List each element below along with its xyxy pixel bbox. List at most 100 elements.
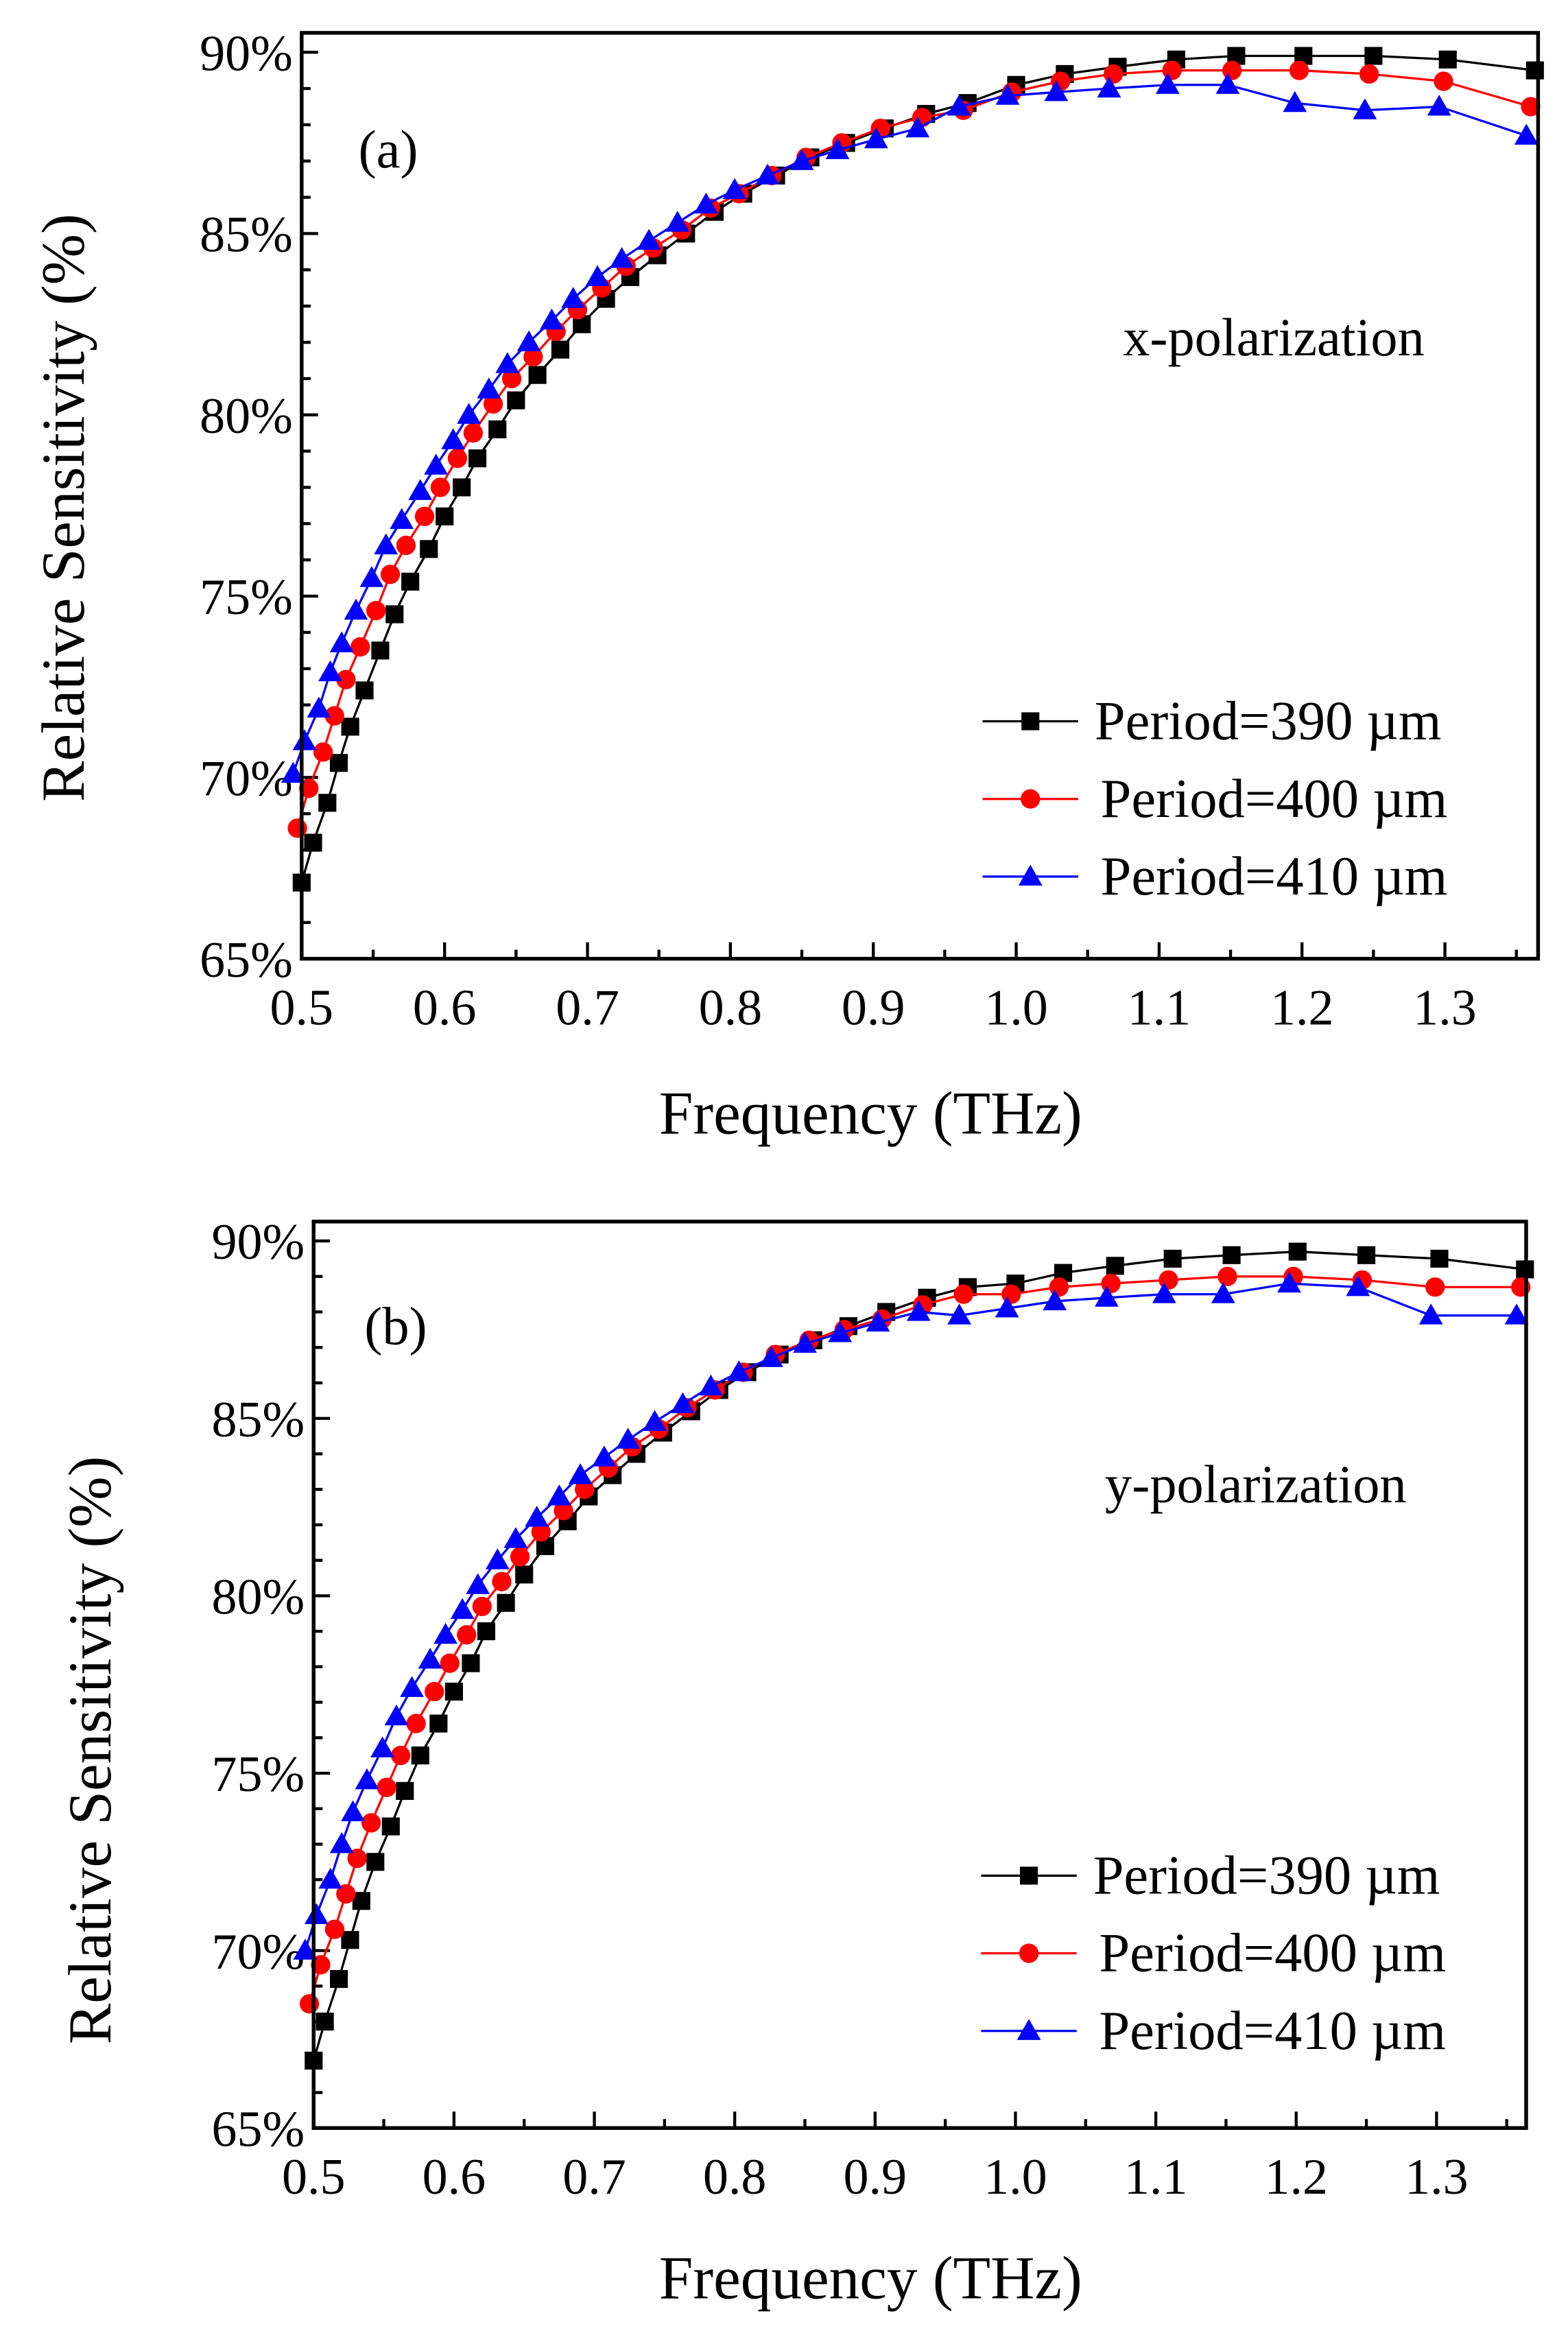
y-tick-label: 70% — [200, 750, 293, 807]
data-point-1 — [1288, 1242, 1307, 1261]
data-point-2 — [953, 1284, 973, 1304]
data-point-3 — [400, 1676, 424, 1697]
data-point-2 — [1434, 71, 1453, 91]
data-point-2 — [1162, 60, 1182, 80]
data-point-3 — [292, 729, 317, 750]
data-point-2 — [311, 1955, 331, 1975]
y-tick-label: 85% — [200, 207, 293, 263]
data-point-3 — [637, 228, 661, 250]
data-point-3 — [864, 127, 888, 149]
data-point-3 — [1044, 80, 1069, 102]
panel-b: 0.5 0.6 0.7 0.8 0.9 1.0 1.1 1.2 1.3 65% 70% 75% 80% 8… — [56, 1214, 1534, 2312]
data-point-2 — [361, 1813, 381, 1833]
data-point-3 — [370, 1736, 394, 1757]
data-point-1 — [366, 1853, 385, 1871]
data-point-3 — [1353, 98, 1377, 119]
x-tick-label: 0.8 — [703, 2149, 766, 2205]
data-point-3 — [1514, 123, 1539, 145]
y-tick-label: 90% — [212, 1214, 305, 1270]
data-point-2 — [336, 1884, 356, 1904]
data-point-1 — [411, 1746, 429, 1765]
data-point-3 — [485, 1548, 510, 1569]
data-point-3 — [1211, 1282, 1235, 1303]
data-point-3 — [1283, 91, 1307, 112]
legend-label: Period=390 µm — [1093, 1845, 1440, 1906]
x-tick-label: 1.2 — [1264, 2149, 1328, 2205]
data-point-1 — [318, 794, 337, 812]
data-point-3 — [547, 1484, 571, 1506]
data-point-2 — [414, 506, 435, 526]
series-line-1 — [300, 54, 1536, 884]
data-point-2 — [531, 1522, 551, 1542]
data-point-3 — [293, 1939, 318, 1960]
legend-label: Period=400 µm — [1099, 1923, 1446, 1984]
data-point-2 — [380, 565, 401, 584]
data-point-1 — [528, 366, 547, 384]
data-point-3 — [698, 1374, 723, 1396]
data-point-1 — [429, 1714, 448, 1733]
data-point-2 — [324, 1919, 345, 1939]
data-point-2 — [1425, 1277, 1445, 1297]
y-tick-label: 65% — [212, 2101, 305, 2157]
data-point-2 — [1222, 60, 1242, 80]
data-point-3 — [1097, 76, 1121, 98]
data-point-1 — [436, 507, 454, 525]
data-point-3 — [477, 377, 501, 399]
data-point-1 — [371, 641, 390, 660]
data-point-3 — [384, 1704, 409, 1726]
data-point-1 — [341, 718, 359, 736]
data-point-3 — [585, 265, 610, 286]
data-point-2 — [501, 368, 522, 389]
plot-frame — [311, 1220, 1528, 2130]
data-point-2 — [463, 423, 483, 443]
y-tick-label: 75% — [212, 1746, 305, 1803]
data-point-3 — [1504, 1303, 1529, 1325]
data-point-1 — [1364, 47, 1383, 65]
x-tick-label: 0.9 — [844, 2149, 907, 2205]
data-point-1 — [453, 478, 471, 497]
y-axis-label: Relative Sensitivity (%) — [56, 1456, 124, 2045]
data-point-3 — [694, 192, 718, 214]
data-point-3 — [906, 1300, 931, 1321]
data-point-3 — [643, 1410, 667, 1431]
data-point-3 — [525, 1506, 549, 1527]
data-point-1 — [1222, 1246, 1241, 1264]
data-point-2 — [299, 1994, 320, 2014]
x-tick-label: 0.6 — [413, 980, 477, 1036]
data-point-1 — [401, 572, 420, 591]
data-point-3 — [568, 1463, 593, 1484]
data-point-1 — [515, 1565, 534, 1584]
x-tick-label: 0.8 — [699, 980, 763, 1036]
data-point-1 — [381, 1817, 400, 1836]
data-point-3 — [495, 352, 520, 373]
data-point-3 — [947, 1303, 971, 1325]
legend-marker — [1019, 1866, 1038, 1885]
data-point-3 — [866, 1310, 890, 1332]
data-point-3 — [1215, 73, 1240, 94]
data-point-3 — [433, 1622, 458, 1644]
data-point-3 — [616, 1427, 641, 1449]
data-point-3 — [1043, 1289, 1067, 1311]
data-point-3 — [466, 1573, 490, 1594]
data-point-2 — [313, 742, 333, 762]
data-point-2 — [396, 535, 416, 556]
data-point-3 — [344, 598, 368, 620]
data-point-3 — [592, 1445, 617, 1467]
data-point-3 — [789, 149, 814, 170]
data-point-3 — [610, 247, 634, 268]
data-point-3 — [450, 1598, 475, 1620]
data-point-3 — [995, 1296, 1019, 1318]
x-tick-label: 1.3 — [1405, 2149, 1469, 2205]
data-point-1 — [1430, 1249, 1449, 1268]
data-point-3 — [905, 116, 930, 138]
legend-marker — [1021, 789, 1041, 809]
data-point-3 — [726, 1360, 751, 1382]
data-point-2 — [1104, 64, 1124, 84]
data-point-3 — [441, 428, 466, 449]
data-point-2 — [347, 1848, 367, 1869]
data-point-3 — [390, 508, 414, 530]
data-point-2 — [336, 669, 356, 689]
data-point-3 — [1277, 1271, 1301, 1293]
x-tick-label: 1.3 — [1413, 980, 1477, 1036]
